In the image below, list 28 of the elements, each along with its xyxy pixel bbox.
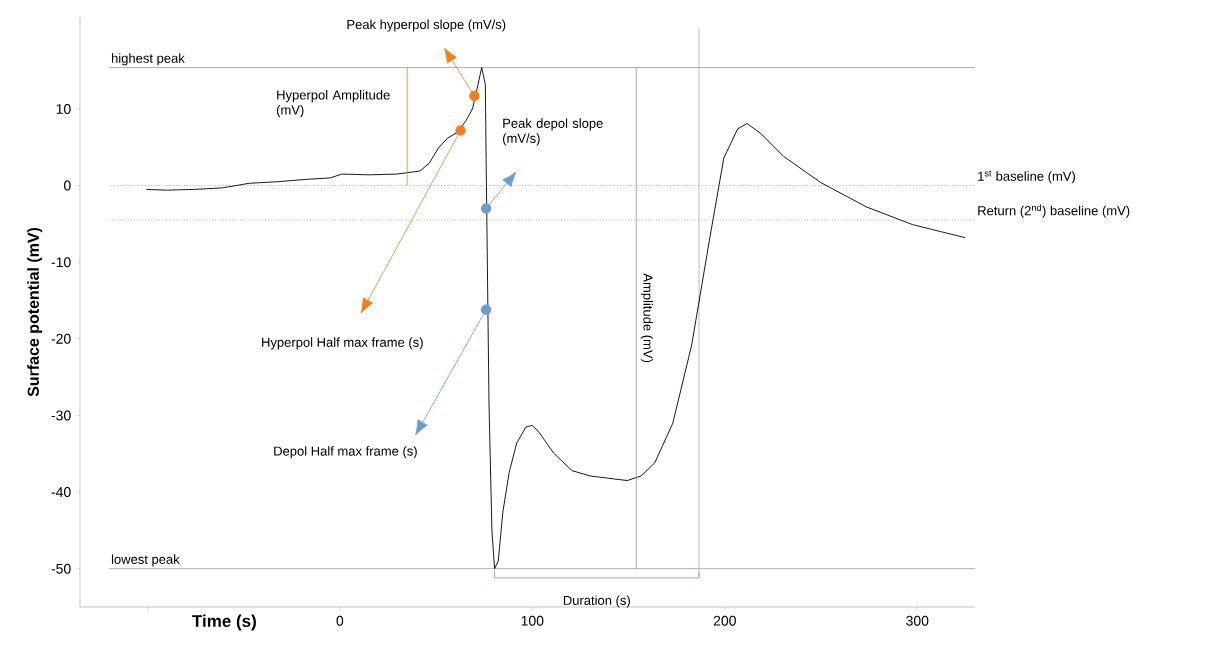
annotation: Duration (s) (563, 595, 630, 608)
point (455, 125, 466, 136)
x-tick-label: 0 (336, 615, 344, 626)
ref-line-label: lowest peak (111, 554, 180, 567)
y-tick-label: 0 (63, 180, 71, 191)
annotation: Hyperpol Amplitude (mV) (276, 90, 390, 118)
y-tick-label: -50 (51, 563, 71, 574)
annotation: Hyperpol Half max frame (s) (262, 337, 423, 350)
ref-line-label: Return (2$^{nd}$) baseline (mV) (978, 204, 1130, 218)
annotation: Amplitude (mV) (640, 273, 653, 363)
y-tick-label: -30 (51, 410, 71, 421)
y-tick-label: 10 (56, 103, 71, 114)
x-tick-label: 200 (713, 615, 736, 626)
annotation: Peak depol slope (mV/s) (503, 118, 603, 146)
ref-line-label: 1$^{st}$ baseline (mV) (978, 170, 1075, 184)
x-tick-label: 100 (521, 615, 544, 626)
point (480, 203, 492, 214)
y-tick-label: -40 (51, 487, 71, 498)
ref-line-label: highest peak (111, 53, 185, 66)
y-tick-label: -20 (51, 333, 71, 344)
annotation: Peak hyperpol slope (mV/s) (347, 19, 506, 32)
y-tick-label: -10 (51, 257, 71, 268)
x-tick-label: 300 (906, 615, 929, 626)
x-axis-title: Time (s) (192, 614, 256, 631)
y-axis-title: Surface potential (mV) (27, 227, 43, 397)
point (480, 304, 492, 315)
annotation: Depol Half max frame (s) (274, 446, 417, 459)
point (469, 90, 480, 102)
